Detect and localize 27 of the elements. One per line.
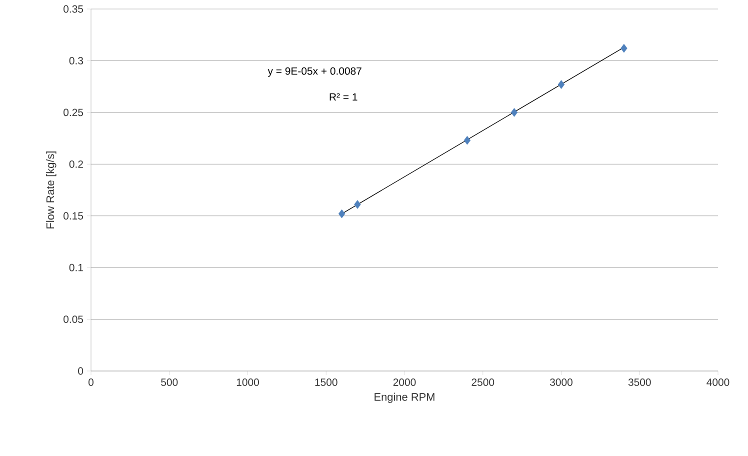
point (338, 209, 346, 218)
x-tick-label: 2000 (393, 378, 416, 386)
x-axis-title: Engine RPM (374, 392, 434, 403)
annotation: y = 9E-05x + 0.0087 (268, 67, 362, 77)
y-tick-label: 0.35 (64, 5, 84, 13)
annotation: R² = 1 (330, 93, 358, 101)
x-tick-label: 3000 (550, 378, 572, 386)
y-tick-label: 0.25 (64, 108, 84, 116)
x-tick-label: 1500 (315, 378, 338, 386)
x-tick-label: 0 (88, 378, 94, 386)
x-tick-label: 1000 (236, 378, 259, 386)
y-tick-label: 0.2 (69, 160, 83, 168)
y-tick-label: 0.15 (64, 212, 84, 220)
y-tick-label: 0 (78, 367, 84, 375)
x-tick-label: 4000 (706, 378, 730, 386)
y-axis-title: Flow Rate [kg/s] (46, 152, 56, 228)
y-tick-label: 0.1 (69, 264, 83, 272)
x-tick-label: 2500 (472, 378, 494, 386)
point (558, 80, 565, 89)
point (620, 44, 628, 53)
x-tick-label: 3500 (628, 378, 651, 386)
x-tick-label: 500 (161, 378, 178, 386)
y-tick-label: 0.05 (64, 316, 84, 323)
point (354, 200, 361, 209)
point (510, 108, 518, 117)
y-tick-label: 0.3 (69, 57, 84, 64)
point (464, 136, 471, 145)
